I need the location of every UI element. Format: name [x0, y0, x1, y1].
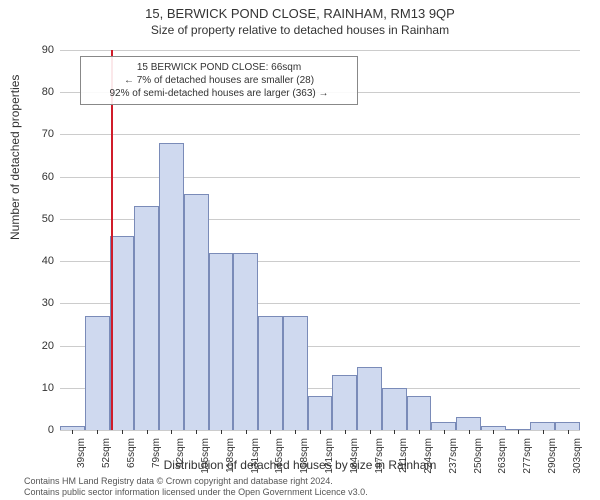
x-axis-label: Distribution of detached houses by size …	[0, 458, 600, 472]
histogram-bar	[530, 422, 555, 430]
x-tick-mark	[469, 430, 470, 434]
x-tick-mark	[295, 430, 296, 434]
histogram-bar	[209, 253, 234, 430]
x-tick-mark	[394, 430, 395, 434]
histogram-bar	[555, 422, 580, 430]
histogram-bar	[159, 143, 184, 430]
histogram-bar	[382, 388, 407, 430]
annotation-line: 92% of semi-detached houses are larger (…	[87, 87, 351, 100]
histogram-bar	[110, 236, 135, 430]
y-tick-label: 60	[24, 171, 54, 183]
x-tick-mark	[72, 430, 73, 434]
chart-area: 010203040506070809039sqm52sqm65sqm79sqm9…	[60, 50, 580, 430]
x-tick-mark	[345, 430, 346, 434]
reference-line	[111, 50, 113, 430]
x-tick-mark	[97, 430, 98, 434]
y-tick-label: 40	[24, 255, 54, 267]
page-subtitle: Size of property relative to detached ho…	[0, 21, 600, 37]
x-tick-mark	[419, 430, 420, 434]
footer-line: Contains public sector information licen…	[24, 487, 368, 498]
histogram-bar	[431, 422, 456, 430]
histogram-bar	[184, 194, 209, 430]
histogram-bar	[283, 316, 308, 430]
x-tick-mark	[270, 430, 271, 434]
plot-area: 010203040506070809039sqm52sqm65sqm79sqm9…	[60, 50, 580, 430]
histogram-bar	[308, 396, 333, 430]
y-tick-label: 0	[24, 424, 54, 436]
histogram-bar	[134, 206, 159, 430]
page-title: 15, BERWICK POND CLOSE, RAINHAM, RM13 9Q…	[0, 0, 600, 21]
annotation-line: 15 BERWICK POND CLOSE: 66sqm	[87, 61, 351, 74]
histogram-bar	[258, 316, 283, 430]
histogram-bar	[357, 367, 382, 430]
y-axis-label: Number of detached properties	[8, 75, 22, 240]
x-tick-mark	[171, 430, 172, 434]
x-tick-mark	[122, 430, 123, 434]
x-tick-mark	[444, 430, 445, 434]
gridline	[60, 50, 580, 51]
histogram-bar	[233, 253, 258, 430]
x-tick-mark	[543, 430, 544, 434]
y-tick-label: 90	[24, 44, 54, 56]
histogram-bar	[85, 316, 110, 430]
x-tick-mark	[518, 430, 519, 434]
gridline	[60, 134, 580, 135]
y-tick-label: 20	[24, 340, 54, 352]
x-tick-mark	[493, 430, 494, 434]
gridline	[60, 177, 580, 178]
y-tick-label: 10	[24, 382, 54, 394]
footer-line: Contains HM Land Registry data © Crown c…	[24, 476, 368, 487]
y-tick-label: 50	[24, 213, 54, 225]
y-tick-label: 30	[24, 297, 54, 309]
annotation-line: ← 7% of detached houses are smaller (28)	[87, 74, 351, 87]
y-tick-label: 70	[24, 128, 54, 140]
x-tick-mark	[221, 430, 222, 434]
x-tick-mark	[370, 430, 371, 434]
x-tick-mark	[320, 430, 321, 434]
x-tick-mark	[568, 430, 569, 434]
histogram-bar	[332, 375, 357, 430]
x-tick-mark	[147, 430, 148, 434]
annotation-box: 15 BERWICK POND CLOSE: 66sqm← 7% of deta…	[80, 56, 358, 105]
attribution-footer: Contains HM Land Registry data © Crown c…	[24, 476, 368, 498]
x-tick-mark	[196, 430, 197, 434]
x-tick-mark	[246, 430, 247, 434]
histogram-bar	[456, 417, 481, 430]
histogram-bar	[407, 396, 432, 430]
y-tick-label: 80	[24, 86, 54, 98]
